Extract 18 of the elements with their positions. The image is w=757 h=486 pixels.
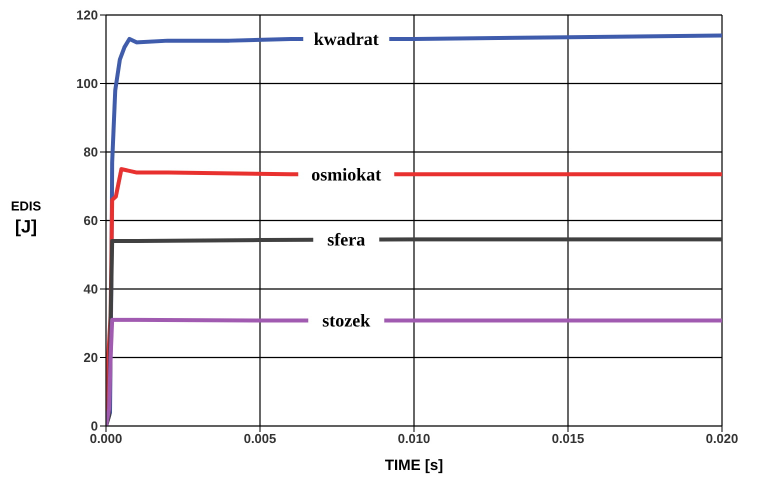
y-tick-label: 80: [84, 144, 98, 160]
y-tick-label: 100: [76, 76, 98, 92]
series-label: osmiokat: [311, 164, 382, 184]
x-axis-title: TIME [s]: [384, 457, 444, 474]
y-tick-label: 120: [76, 8, 98, 23]
x-tick-label: 0.000: [90, 431, 122, 446]
y-tick-label: 20: [84, 350, 98, 366]
x-tick-label: 0.015: [552, 431, 584, 446]
x-tick-label: 0.005: [244, 431, 276, 446]
x-tick-label: 0.020: [706, 431, 738, 446]
series-label: stozek: [322, 310, 370, 331]
y-tick-label: 40: [84, 282, 98, 297]
y-tick-label: 60: [84, 213, 98, 228]
series-label: sfera: [327, 230, 366, 250]
y-axis-title: EDIS [J]: [10, 198, 42, 236]
x-tick-label: 0.010: [398, 431, 430, 446]
y-tick-label: 0: [90, 418, 98, 434]
series-label: kwadrat: [314, 28, 379, 49]
